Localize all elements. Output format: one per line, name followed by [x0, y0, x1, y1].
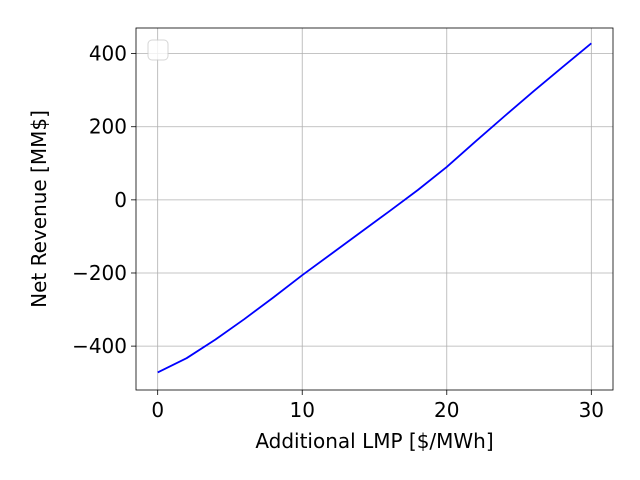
x-tick-label: 20: [434, 398, 459, 422]
axis-ticks: 0 10 20 30 −400 −200 0 200 400: [72, 42, 604, 422]
x-tick-label: 10: [290, 398, 315, 422]
y-tick-label: −200: [72, 261, 127, 285]
y-axis-title: Net Revenue [MM$]: [27, 110, 51, 308]
legend-box: [147, 39, 169, 61]
y-tick-label: 200: [89, 115, 127, 139]
y-tick-label: −400: [72, 334, 127, 358]
x-axis-title: Additional LMP [$/MWh]: [255, 429, 493, 453]
x-tick-label: 0: [151, 398, 164, 422]
series-layer: [157, 42, 592, 374]
y-tick-label: 0: [114, 188, 127, 212]
y-tick-label: 400: [89, 42, 127, 66]
x-tick-label: 30: [579, 398, 604, 422]
plot-frame: [135, 27, 614, 391]
grid: [136, 28, 613, 390]
series-line: [157, 42, 592, 374]
